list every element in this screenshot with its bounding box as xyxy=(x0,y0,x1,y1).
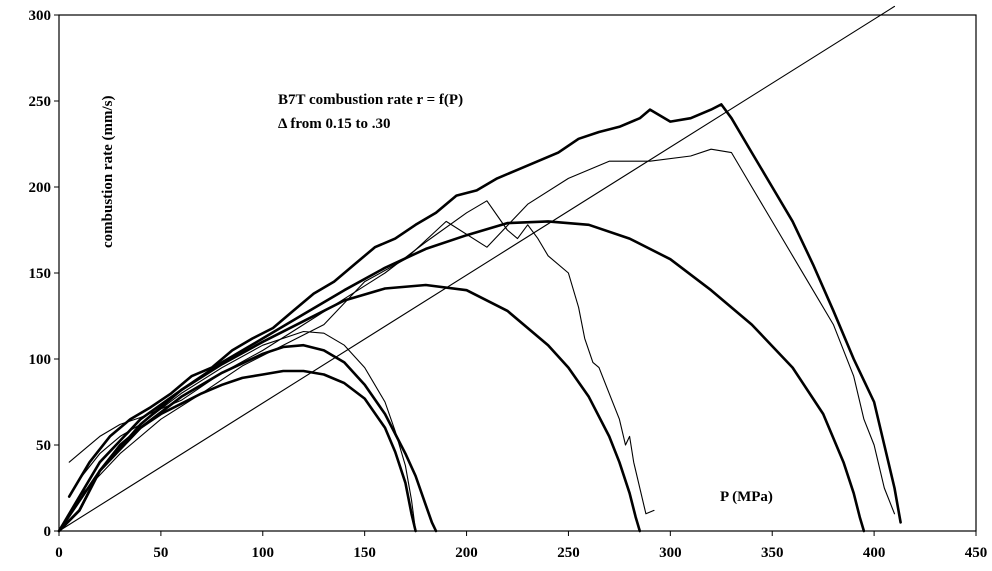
y-tick-label: 100 xyxy=(29,352,52,368)
series-line-7 xyxy=(57,220,866,533)
series-line-9 xyxy=(67,103,902,524)
series-line-6 xyxy=(68,200,655,515)
y-tick-label: 50 xyxy=(36,438,51,454)
series-layer xyxy=(57,5,902,533)
y-tick-label: 0 xyxy=(44,524,52,540)
x-tick-label: 450 xyxy=(965,545,988,561)
series-line-1 xyxy=(58,5,896,532)
series-line-2 xyxy=(57,369,417,533)
y-tick-label: 150 xyxy=(29,266,52,282)
x-tick-label: 100 xyxy=(252,545,275,561)
y-axis-ticks: 0 50 100 150 200 250 300 xyxy=(29,8,59,540)
y-tick-label: 200 xyxy=(29,180,52,196)
x-tick-label: 300 xyxy=(659,545,682,561)
x-axis-ticks: 0 50 100 150 200 250 300 350 400 450 xyxy=(55,531,987,561)
x-tick-label: 400 xyxy=(863,545,886,561)
y-tick-label: 300 xyxy=(29,8,52,24)
chart-title: B7T combustion rate r = f(P) xyxy=(278,92,463,108)
y-axis-label: combustion rate (mm/s) xyxy=(100,96,116,248)
x-tick-label: 250 xyxy=(557,545,580,561)
chart-subtitle: Δ from 0.15 to .30 xyxy=(278,116,390,132)
series-line-8 xyxy=(78,148,896,515)
series-line-5 xyxy=(57,283,642,533)
x-tick-label: 200 xyxy=(455,545,478,561)
x-axis-label: P (MPa) xyxy=(720,489,773,505)
x-tick-label: 0 xyxy=(55,545,63,561)
x-tick-label: 150 xyxy=(353,545,376,561)
plot-frame xyxy=(58,14,977,532)
x-tick-label: 50 xyxy=(153,545,168,561)
series-line-3 xyxy=(57,343,438,533)
y-tick-label: 250 xyxy=(29,94,52,110)
x-tick-label: 350 xyxy=(761,545,784,561)
